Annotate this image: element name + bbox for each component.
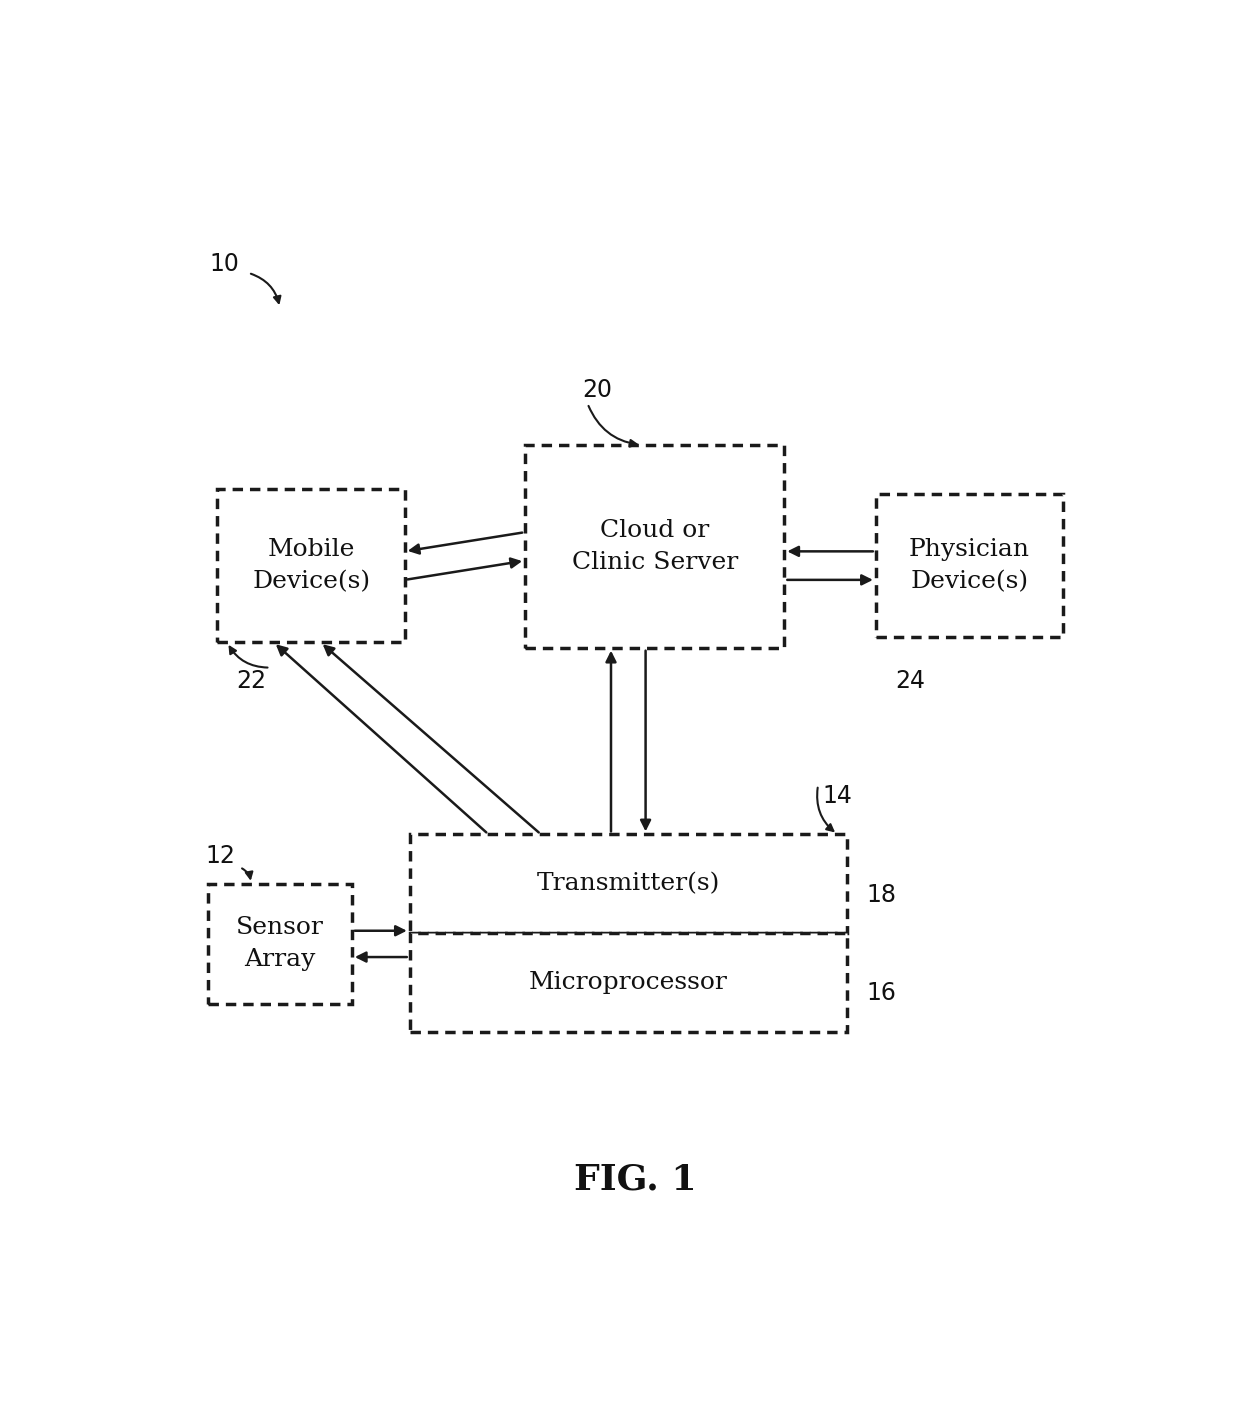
- Text: 14: 14: [822, 783, 852, 807]
- Text: Microprocessor: Microprocessor: [528, 971, 728, 994]
- Text: Cloud or
Clinic Server: Cloud or Clinic Server: [572, 518, 738, 574]
- Text: FIG. 1: FIG. 1: [574, 1162, 697, 1196]
- Text: Mobile
Device(s): Mobile Device(s): [252, 538, 371, 594]
- Text: Sensor
Array: Sensor Array: [236, 917, 324, 971]
- FancyBboxPatch shape: [525, 444, 785, 648]
- Text: Transmitter(s): Transmitter(s): [537, 871, 720, 896]
- Text: 22: 22: [236, 669, 267, 692]
- Text: 12: 12: [206, 844, 236, 869]
- FancyBboxPatch shape: [409, 933, 847, 1031]
- Text: 20: 20: [582, 379, 613, 402]
- Text: 16: 16: [866, 981, 897, 1005]
- FancyBboxPatch shape: [409, 834, 847, 933]
- Text: 10: 10: [210, 252, 239, 276]
- FancyBboxPatch shape: [875, 494, 1063, 637]
- FancyBboxPatch shape: [217, 488, 404, 642]
- Text: Physician
Device(s): Physician Device(s): [909, 538, 1030, 594]
- FancyBboxPatch shape: [208, 883, 352, 1004]
- Text: 24: 24: [895, 669, 925, 692]
- Text: 18: 18: [866, 883, 897, 907]
